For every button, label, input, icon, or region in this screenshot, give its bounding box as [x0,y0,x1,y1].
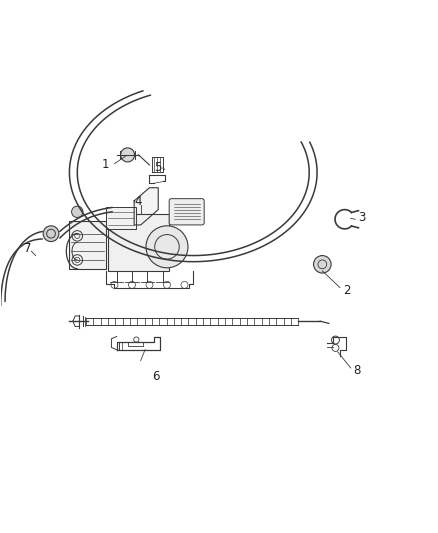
Circle shape [313,255,330,273]
Text: 2: 2 [342,284,350,297]
Text: 8: 8 [353,364,360,377]
FancyBboxPatch shape [106,207,136,229]
Text: 6: 6 [152,370,159,383]
Text: 5: 5 [154,160,162,174]
Text: 3: 3 [358,211,365,224]
Polygon shape [134,188,158,225]
Circle shape [43,226,59,241]
Circle shape [120,148,134,162]
FancyBboxPatch shape [68,221,106,269]
Text: 1: 1 [102,158,109,171]
Circle shape [71,206,83,217]
FancyBboxPatch shape [108,214,169,271]
FancyBboxPatch shape [169,199,204,225]
Text: 7: 7 [24,243,32,255]
Circle shape [146,226,187,268]
Text: 4: 4 [134,195,142,208]
